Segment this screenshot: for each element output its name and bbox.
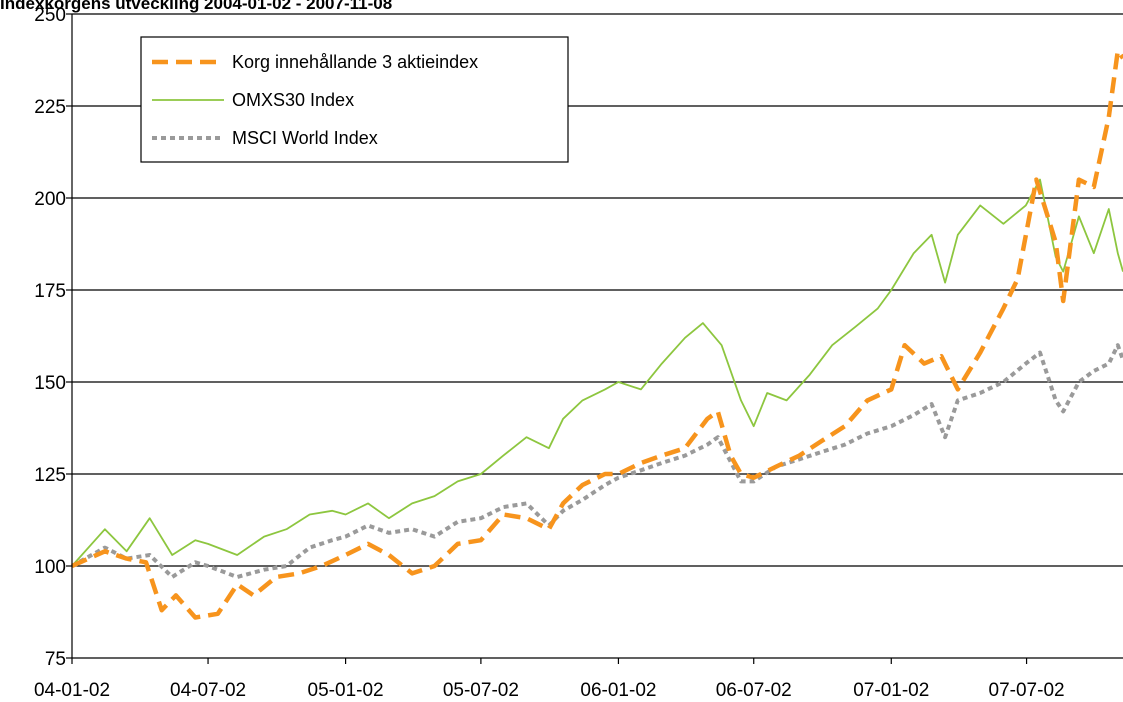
grid-layer <box>72 13 1123 567</box>
y-tick-label-175: 175 <box>34 281 66 302</box>
series-line-2 <box>71 343 1123 579</box>
y-tick-label-75: 75 <box>45 649 66 670</box>
x-tick-label-5: 06-07-02 <box>716 680 792 701</box>
y-tick-label-100: 100 <box>34 557 66 578</box>
x-tick-label-3: 05-07-02 <box>443 680 519 701</box>
y-tick-label-125: 125 <box>34 465 66 486</box>
axis-layer: 75 100 125 150 175 200 225 250 04-01-02 04-07-02 0… <box>34 5 1123 701</box>
x-tick-label-6: 07-01-02 <box>853 680 929 701</box>
x-tick-label-2: 05-01-02 <box>308 680 384 701</box>
y-tick-label-150: 150 <box>34 373 66 394</box>
legend-label-1: OMXS30 Index <box>232 90 354 110</box>
series-layer <box>71 48 1123 620</box>
series-line-0 <box>71 48 1123 620</box>
y-tick-label-200: 200 <box>34 189 66 210</box>
x-tick-label-7: 07-07-02 <box>989 680 1065 701</box>
legend-label-0: Korg innehållande 3 aktieindex <box>232 52 478 72</box>
y-tick-label-250: 250 <box>34 5 66 26</box>
legend-label-2: MSCI World Index <box>232 128 378 148</box>
y-tick-label-225: 225 <box>34 97 66 118</box>
legend-layer: Korg innehållande 3 aktieindex OMXS30 Ind… <box>140 36 569 163</box>
series-line-1 <box>71 178 1123 567</box>
x-tick-label-0: 04-01-02 <box>34 680 110 701</box>
chart-title: Indexkorgens utveckling 2004-01-02 - 200… <box>0 0 393 13</box>
x-tick-label-1: 04-07-02 <box>170 680 246 701</box>
x-tick-label-4: 06-01-02 <box>580 680 656 701</box>
